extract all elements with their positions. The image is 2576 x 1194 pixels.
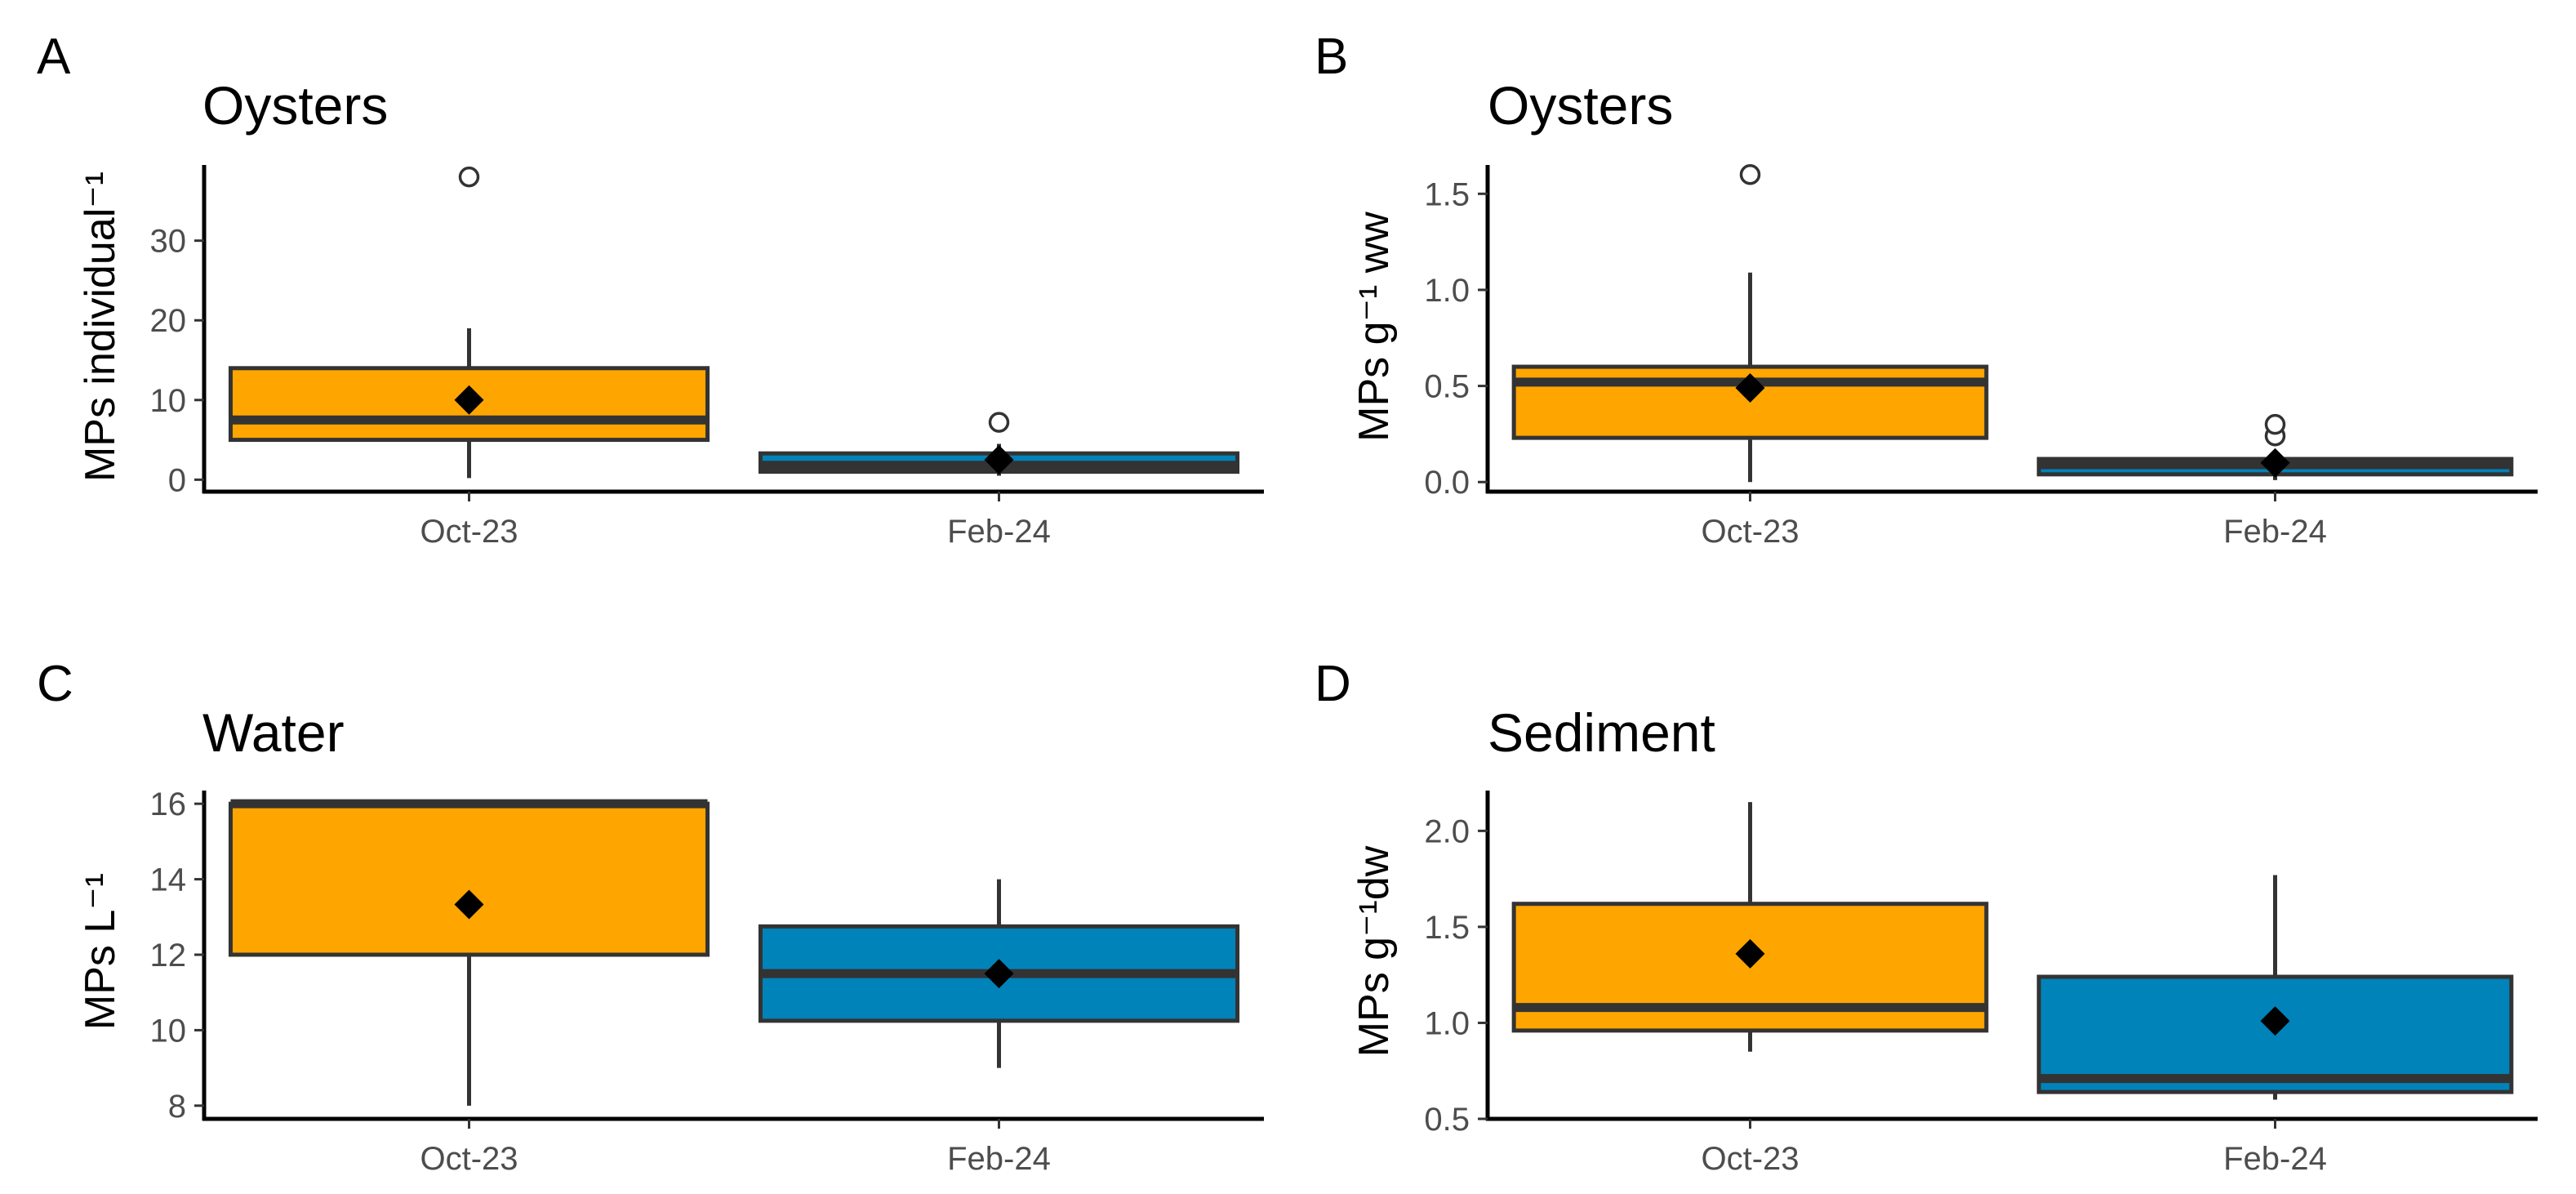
panel-title-a: Oysters [202, 75, 388, 136]
panel-a: A Oysters MPs individual⁻¹ 0 10 20 30 Oct-23… [37, 29, 1264, 550]
y-axis-label-c: MPs L⁻¹ [77, 873, 124, 1030]
y-tick-label: 1.5 [1424, 176, 1470, 212]
mean-marker [2260, 448, 2290, 478]
y-tick-label: 10 [150, 383, 187, 419]
y-tick-label: 1.0 [1424, 1005, 1470, 1041]
x-tick-label: Oct-23 [420, 1141, 518, 1177]
mean-marker [454, 889, 484, 920]
mean-marker [2260, 1006, 2290, 1036]
y-tick-label: 14 [150, 862, 187, 898]
panel-letter-b: B [1315, 29, 1348, 85]
mean-marker [454, 385, 484, 415]
x-tick-label: Feb-24 [947, 514, 1051, 550]
y-tick-label: 2.0 [1424, 813, 1470, 849]
panel-title-b: Oysters [1488, 75, 1673, 136]
x-tick-label: Oct-23 [1701, 514, 1799, 550]
y-axis-label-b: MPs g⁻¹ ww [1350, 212, 1398, 442]
plot-area-c: 8 10 12 14 16 Oct-23 Feb-24 [150, 786, 1264, 1177]
x-tick-label: Oct-23 [420, 514, 518, 550]
x-tick-label: Feb-24 [947, 1141, 1051, 1177]
x-tick-label: Feb-24 [2223, 514, 2327, 550]
mean-marker [984, 959, 1014, 989]
y-tick-label: 12 [150, 938, 187, 973]
y-tick-label: 0 [168, 462, 186, 498]
y-tick-label: 1.5 [1424, 910, 1470, 946]
y-tick-label: 10 [150, 1013, 187, 1049]
y-axis-label-d: MPs g⁻¹dw [1350, 845, 1398, 1057]
y-tick-label: 1.0 [1424, 273, 1470, 309]
plot-area-a: 0 10 20 30 Oct-23 Feb-24 [150, 165, 1264, 550]
panel-d: D Sediment MPs g⁻¹dw 0.5 1.0 1.5 2.0 Oct-23 F… [1315, 656, 2538, 1177]
y-tick-label: 30 [150, 224, 187, 260]
outlier-point [988, 412, 1010, 433]
y-tick-label: 16 [150, 786, 187, 822]
panel-b: B Oysters MPs g⁻¹ ww 0.0 0.5 1.0 1.5 Oct-23 F… [1315, 29, 2538, 550]
panel-title-d: Sediment [1488, 702, 1715, 763]
box-iqr [228, 801, 710, 957]
y-tick-label: 0.0 [1424, 465, 1470, 501]
panel-title-c: Water [202, 702, 345, 763]
mean-marker [1735, 372, 1765, 403]
plot-area-b: 0.0 0.5 1.0 1.5 Oct-23 Feb-24 [1424, 164, 2538, 550]
outlier-point [1739, 164, 1761, 185]
y-tick-label: 0.5 [1424, 369, 1470, 405]
outlier-point [2264, 413, 2286, 435]
panel-letter-d: D [1315, 656, 1351, 712]
x-tick-label: Feb-24 [2223, 1141, 2327, 1177]
y-tick-label: 20 [150, 303, 187, 339]
mean-marker [984, 444, 1014, 474]
panel-letter-a: A [37, 29, 71, 85]
y-tick-label: 8 [168, 1089, 186, 1125]
mean-marker [1735, 938, 1765, 969]
outlier-point [458, 166, 480, 188]
plot-area-d: 0.5 1.0 1.5 2.0 Oct-23 Feb-24 [1424, 791, 2538, 1177]
panel-letter-c: C [37, 656, 73, 712]
y-tick-label: 0.5 [1424, 1102, 1470, 1138]
y-axis-label-a: MPs individual⁻¹ [77, 172, 124, 482]
x-tick-label: Oct-23 [1701, 1141, 1799, 1177]
panel-c: C Water MPs L⁻¹ 8 10 12 14 16 Oct-23 Feb-24 [37, 656, 1264, 1177]
